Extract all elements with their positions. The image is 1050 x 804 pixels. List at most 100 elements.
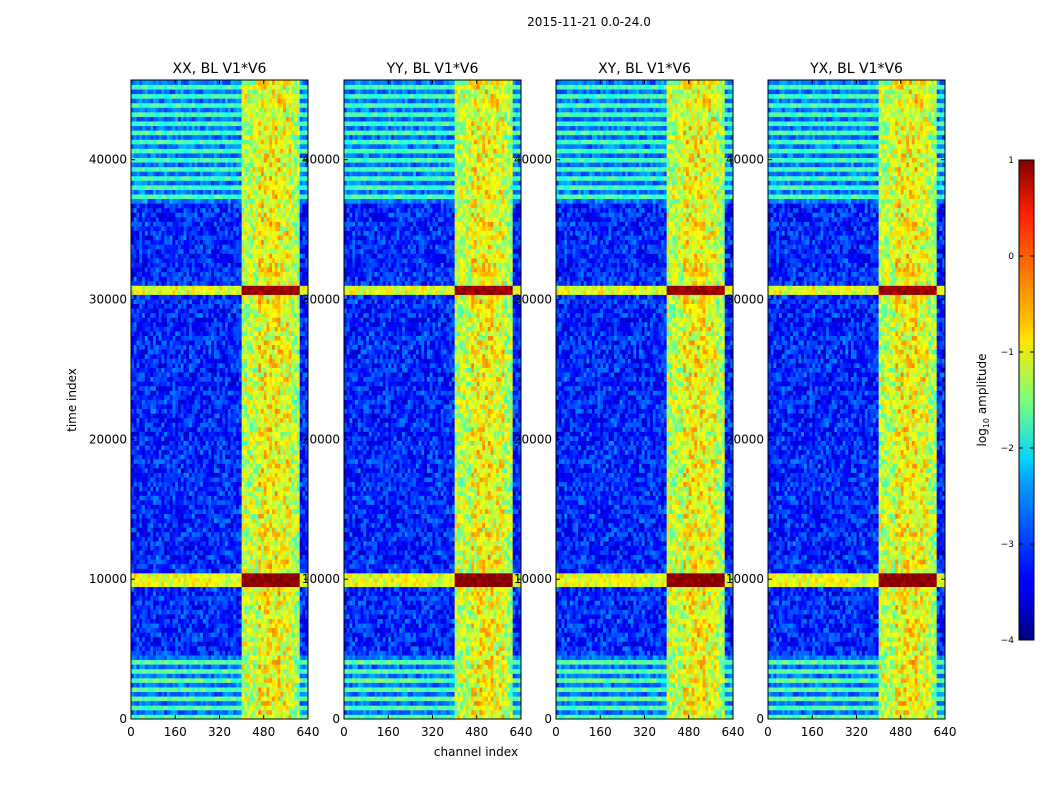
heatmap-cell [200,664,203,669]
heatmap-cell [150,568,153,573]
heatmap-cell [267,705,270,710]
heatmap-cell [289,568,292,573]
heatmap-cell [192,605,195,610]
heatmap-cell [186,596,189,601]
heatmap-cell [142,605,145,610]
heatmap-cell [222,573,225,578]
heatmap-cell [192,660,195,665]
heatmap-cell [175,669,178,674]
heatmap-cell [250,678,253,683]
heatmap-cell [164,628,167,633]
heatmap-cell [267,655,270,660]
heatmap-cell [145,701,148,706]
heatmap-cell [178,673,181,678]
heatmap-cell [214,669,217,674]
heatmap-cell [189,600,192,605]
heatmap-cell [195,710,198,715]
heatmap-cell [181,632,184,637]
heatmap-cell [242,710,245,715]
heatmap-cell [294,587,297,592]
heatmap-cell [217,605,220,610]
heatmap-cell [302,605,305,610]
heatmap-cell [244,568,247,573]
heatmap-cell [217,619,220,624]
heatmap-cell [247,568,250,573]
heatmap-cell [203,692,206,697]
heatmap-cell [242,605,245,610]
heatmap-cell [137,651,140,656]
heatmap-cell [161,559,164,564]
heatmap-cell [217,687,220,692]
heatmap-cell [137,669,140,674]
heatmap-cell [302,660,305,665]
heatmap-cell [217,660,220,665]
heatmap-cell [272,568,275,573]
heatmap-cell [192,559,195,564]
heatmap-cell [258,591,261,596]
heatmap-cell [139,573,142,578]
heatmap-cell [264,641,267,646]
heatmap-cell [255,705,258,710]
heatmap-cell [225,651,228,656]
heatmap-cell [225,692,228,697]
heatmap-cell [161,655,164,660]
heatmap-cell [267,578,270,583]
heatmap-cell [159,605,162,610]
heatmap-cell [197,692,200,697]
heatmap-cell [264,710,267,715]
heatmap-cell [264,696,267,701]
heatmap-cell [203,687,206,692]
heatmap-cell [150,587,153,592]
heatmap-cell [291,559,294,564]
heatmap-cell [167,660,170,665]
heatmap-cell [264,591,267,596]
heatmap-cell [233,692,236,697]
heatmap-cell [134,564,137,569]
heatmap-cell [217,696,220,701]
heatmap-cell [189,564,192,569]
heatmap-cell [264,564,267,569]
heatmap-cell [294,559,297,564]
heatmap-cell [297,646,300,651]
heatmap-cell [195,641,198,646]
heatmap-cell [272,600,275,605]
heatmap-cell [269,664,272,669]
heatmap-cell [222,692,225,697]
heatmap-cell [300,637,303,642]
heatmap-cell [286,564,289,569]
heatmap-cell [186,637,189,642]
heatmap-cell [231,600,234,605]
heatmap-cell [189,651,192,656]
heatmap-cell [280,701,283,706]
heatmap-cell [203,609,206,614]
heatmap-cell [231,564,234,569]
heatmap-cell [275,687,278,692]
heatmap-cell [139,655,142,660]
heatmap-cell [145,632,148,637]
heatmap-cell [289,600,292,605]
heatmap-cell [145,710,148,715]
heatmap-cell [228,587,231,592]
heatmap-cell [297,664,300,669]
heatmap-cell [200,623,203,628]
heatmap-cell [264,687,267,692]
heatmap-cell [170,660,173,665]
heatmap-cell [145,641,148,646]
heatmap-cell [153,596,156,601]
heatmap-cell [214,696,217,701]
heatmap-cell [150,619,153,624]
heatmap-cell [294,605,297,610]
heatmap-cell [214,609,217,614]
heatmap-cell [211,701,214,706]
heatmap-cell [236,655,239,660]
heatmap-cell [280,591,283,596]
heatmap-cell [178,651,181,656]
heatmap-cell [300,705,303,710]
heatmap-cell [164,705,167,710]
heatmap-cell [197,609,200,614]
heatmap-cell [208,682,211,687]
heatmap-cell [294,614,297,619]
heatmap-cell [200,710,203,715]
heatmap-cell [181,646,184,651]
heatmap-cell [239,578,242,583]
